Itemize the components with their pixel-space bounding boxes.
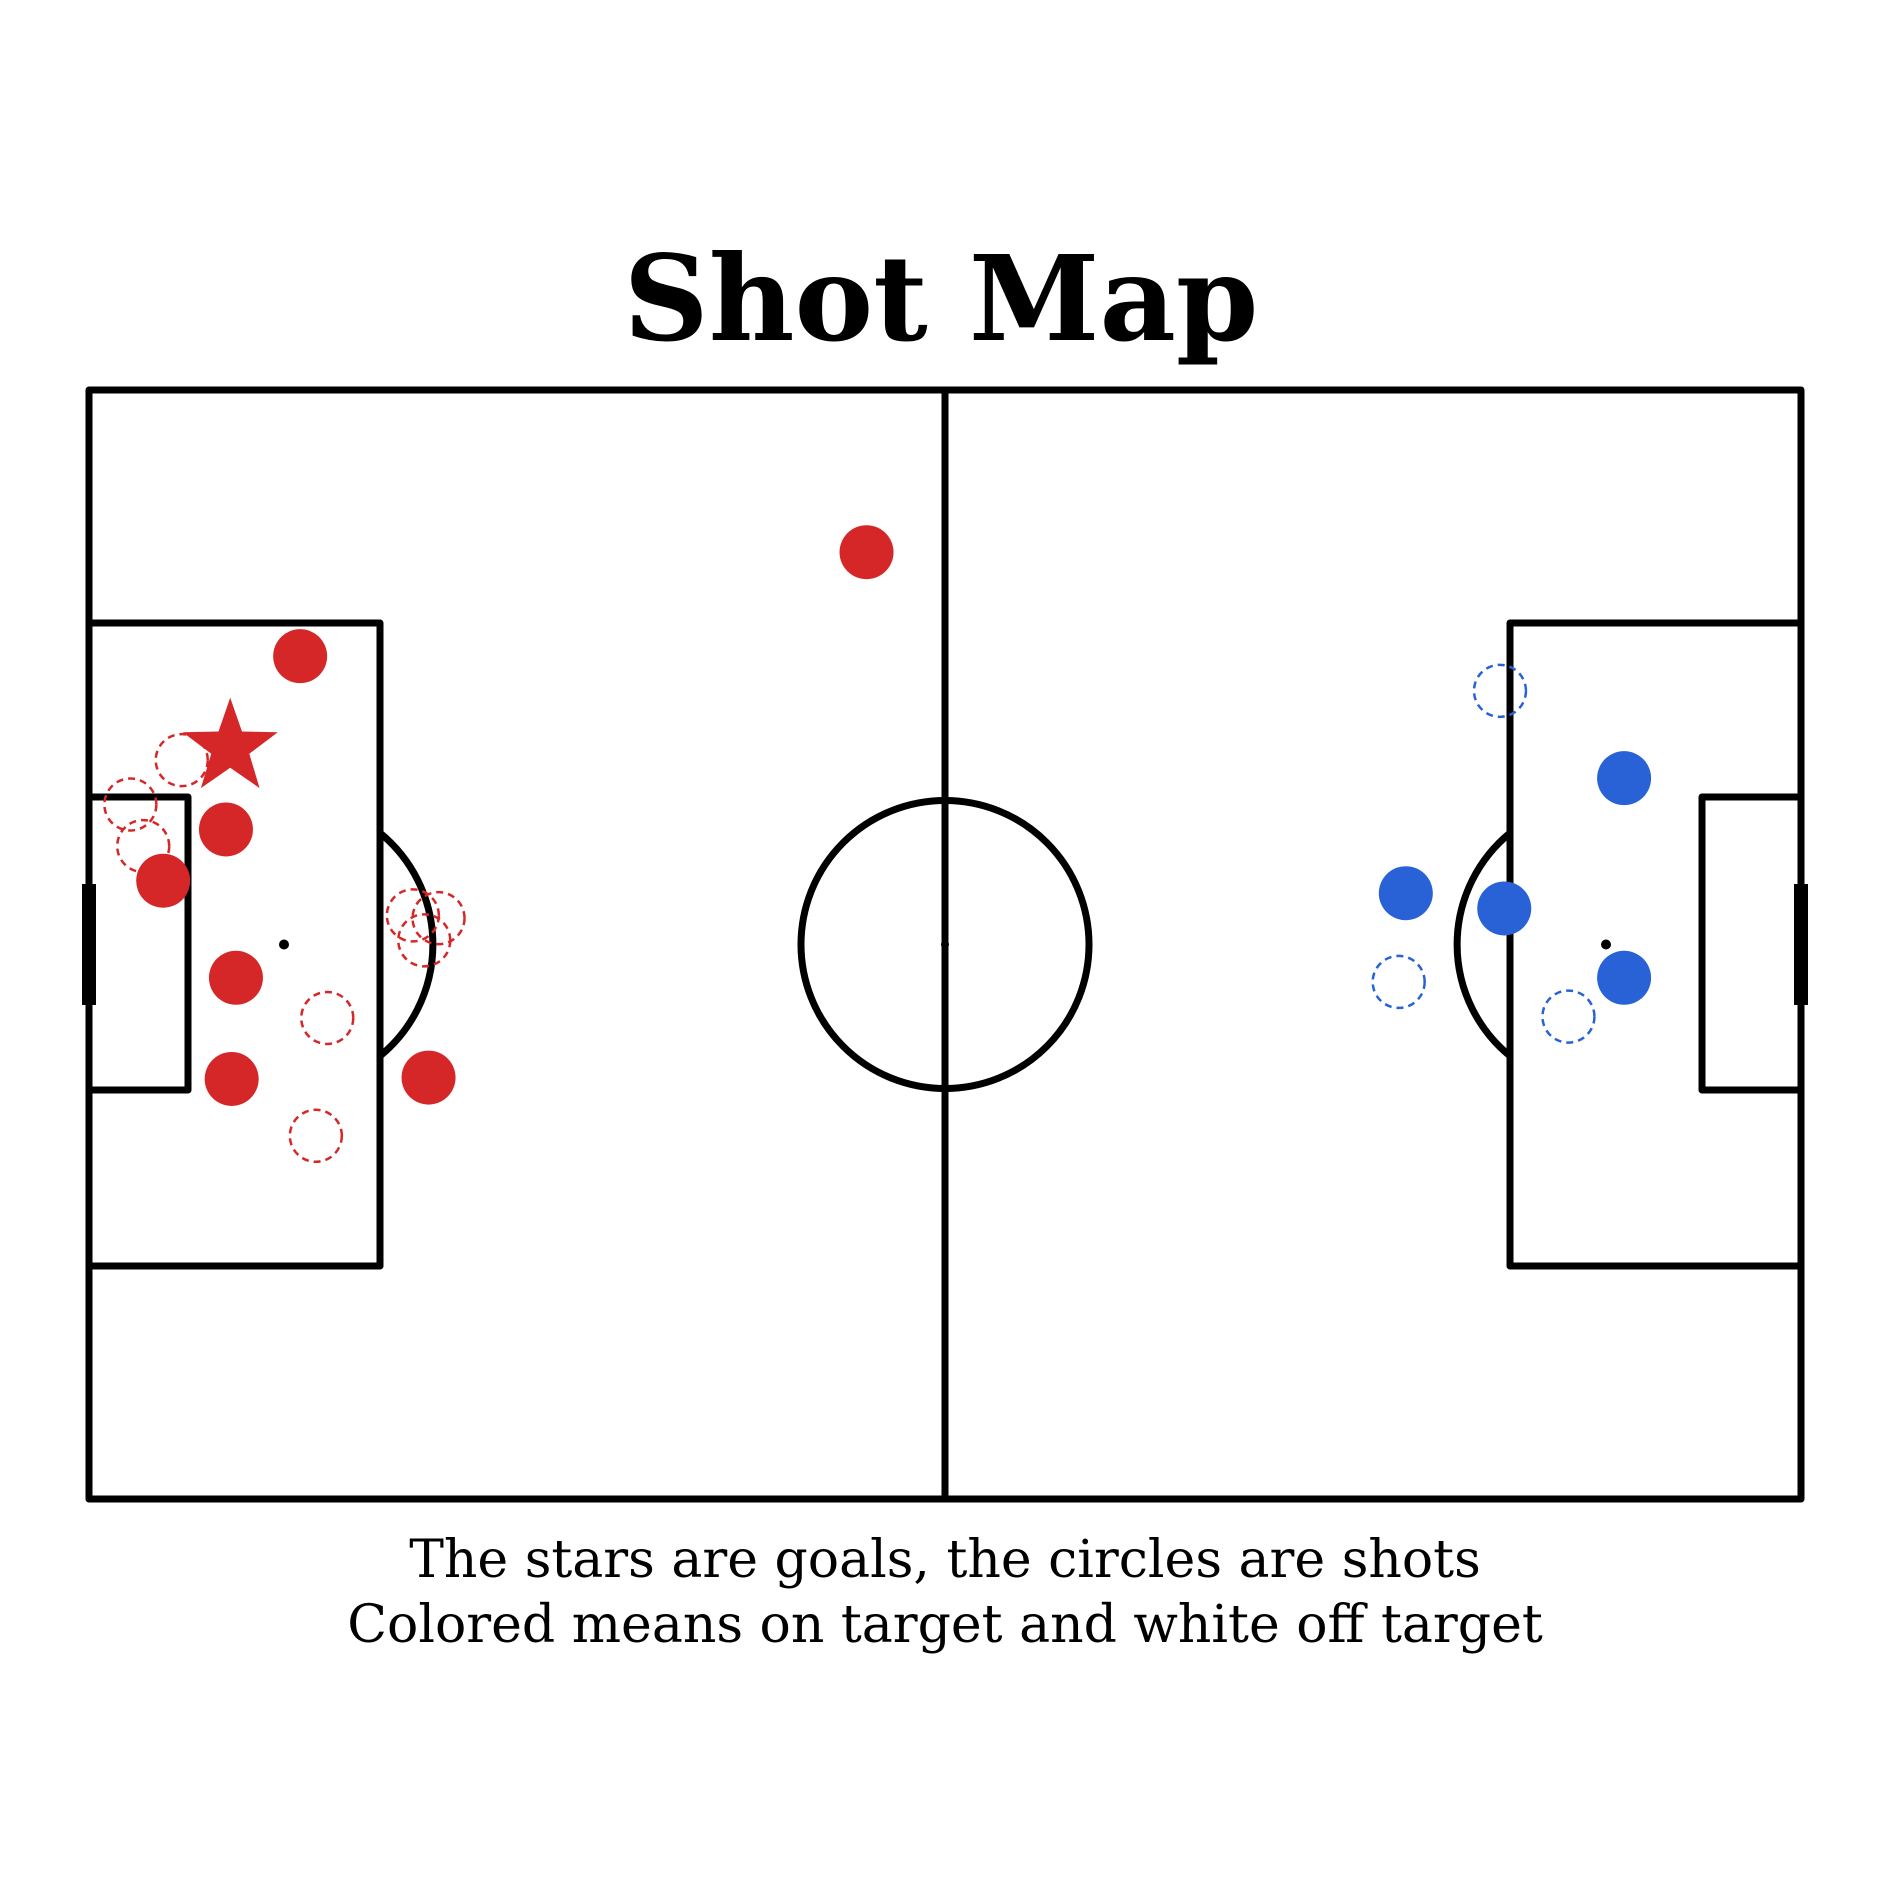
left-six-yard-box [85, 793, 192, 1094]
shot-on-target-marker [1597, 950, 1652, 1005]
shot-on-target-marker [1477, 881, 1532, 936]
left-penalty-spot [279, 939, 289, 950]
caption-line-2: Colored means on target and white off ta… [347, 1595, 1543, 1655]
shot-off-target-marker [154, 732, 209, 788]
shots-layer [103, 525, 1652, 1164]
left-penalty-arc [376, 829, 437, 1060]
centre-circle [797, 797, 1093, 1092]
pitch [82, 386, 1808, 1503]
shot-on-target-marker [1378, 866, 1433, 921]
chart-title: Shot Map [624, 229, 1259, 368]
shot-off-target-marker [411, 890, 466, 946]
goal-star-marker [182, 697, 278, 789]
right-penalty-arc [1453, 829, 1514, 1060]
shot-on-target-marker [204, 1051, 259, 1106]
shot-off-target-marker [1371, 954, 1426, 1010]
shot-off-target-marker [300, 990, 355, 1046]
shot-off-target-marker [397, 913, 452, 968]
right-six-yard-box [1698, 793, 1805, 1094]
left-penalty-area [85, 619, 384, 1270]
shot-on-target-marker [401, 1050, 456, 1105]
caption-line-1: The stars are goals, the circles are sho… [409, 1530, 1481, 1590]
shot-off-target-marker [288, 1108, 344, 1164]
right-penalty-spot [1601, 939, 1611, 950]
right-penalty-area [1506, 619, 1805, 1270]
shot-off-target-marker [385, 888, 441, 943]
shot-on-target-marker [208, 950, 263, 1005]
shot-on-target-marker [136, 853, 191, 908]
shot-off-target-marker [1472, 663, 1528, 719]
shot-on-target-marker [273, 629, 328, 684]
shot-off-target-marker [1541, 989, 1596, 1044]
centre-spot [941, 940, 949, 949]
shot-on-target-marker [198, 802, 253, 857]
shot-off-target-marker [115, 818, 171, 874]
shot-on-target-marker [1597, 751, 1652, 806]
shot-on-target-marker [839, 525, 894, 580]
shot-off-target-marker [103, 777, 158, 832]
